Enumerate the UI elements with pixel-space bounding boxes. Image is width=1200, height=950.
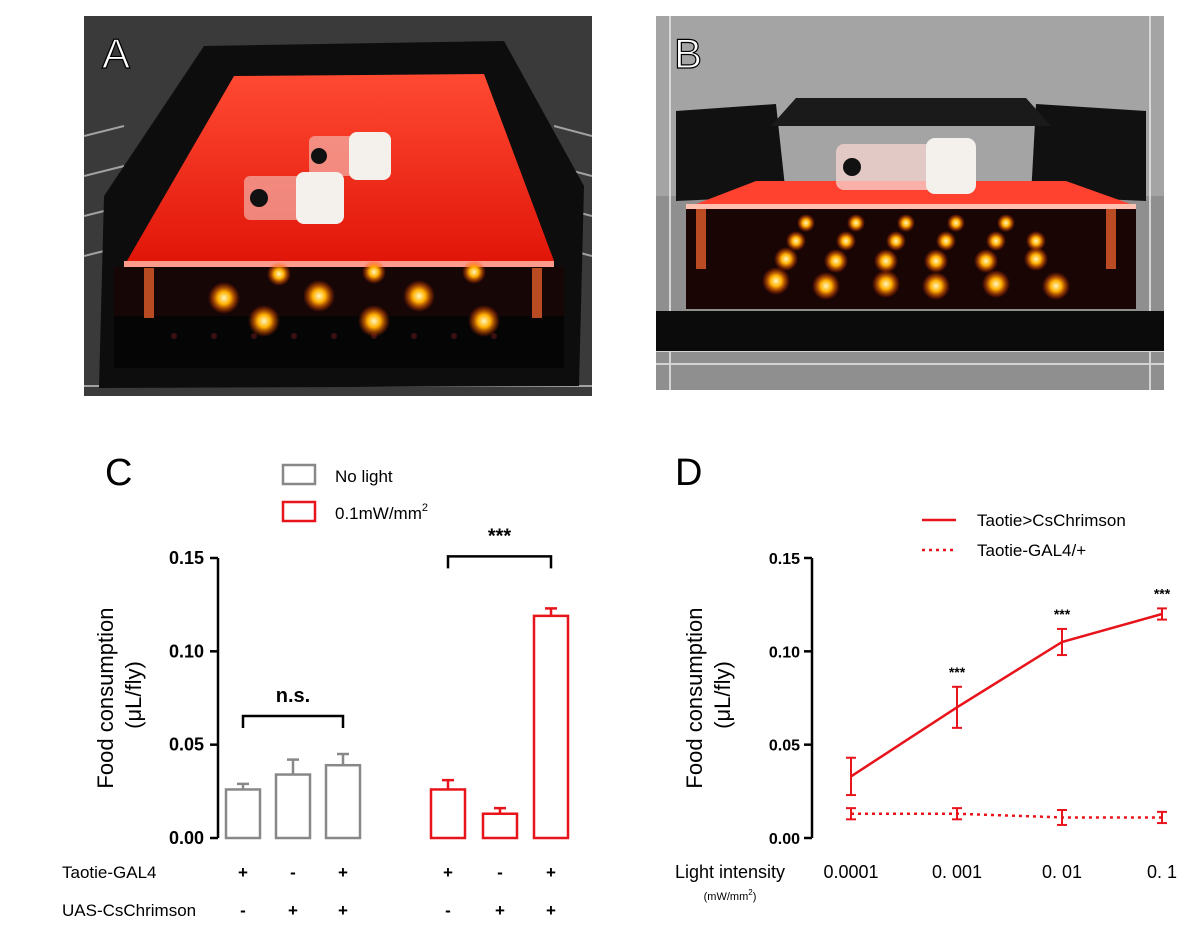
- photo-b: B: [656, 16, 1164, 390]
- bar: [481, 812, 519, 840]
- chart-d-x-label-unit-sup: 2: [748, 888, 753, 897]
- chart-d-y-axis: 0.00 0.05 0.10 0.15: [769, 551, 814, 848]
- genotype-sign: +: [546, 901, 556, 920]
- significance-label: ***: [949, 664, 966, 680]
- chart-c-genotype-table: Taotie-GAL4 + - + + - + UAS-CsChrimson - + + - + +: [62, 863, 556, 920]
- photo-a: A: [84, 16, 592, 396]
- y-tick-label: 0.05: [169, 735, 204, 755]
- panel-label-c: C: [105, 452, 132, 494]
- legend-swatch: [281, 463, 317, 486]
- x-tick-label: 0. 001: [932, 862, 982, 882]
- genotype-sign: +: [443, 863, 453, 882]
- bar: [224, 788, 262, 840]
- chart-d-x-axis: 0.0001 0. 001 0. 01 0. 1: [823, 862, 1177, 882]
- x-tick-label: 0. 1: [1147, 862, 1177, 882]
- genotype-sign: -: [445, 901, 451, 920]
- series-line-control: [851, 812, 1162, 819]
- series-line-main: [850, 612, 1163, 778]
- chart-d-y-label-line2: (μL/fly): [710, 661, 735, 729]
- legend-label: Taotie>CsChrimson: [977, 511, 1126, 530]
- chart-c: C No light 0.1mW/mm2 0.00 0.05 0.10 0.15 Foo…: [62, 452, 570, 920]
- y-tick-label: 0.05: [769, 738, 800, 755]
- significance-bracket: [241, 714, 345, 728]
- chart-d-legend: Taotie>CsChrimson Taotie-GAL4/+: [922, 511, 1126, 560]
- legend-label: Taotie-GAL4/+: [977, 541, 1086, 560]
- chart-c-legend: No light 0.1mW/mm2: [281, 463, 428, 523]
- legend-label: 0.1mW/mm2: [335, 502, 428, 523]
- x-tick-label: 0.0001: [823, 862, 878, 882]
- genotype-row-label: Taotie-GAL4: [62, 863, 157, 882]
- legend-label-text: No light: [335, 467, 393, 486]
- genotype-sign: -: [290, 863, 296, 882]
- genotype-row-label: UAS-CsChrimson: [62, 901, 196, 920]
- significance-bracket: [446, 555, 553, 569]
- x-tick-label: 0. 01: [1042, 862, 1082, 882]
- chart-d-x-label-unit-close: ): [753, 891, 757, 903]
- genotype-sign: +: [238, 863, 248, 882]
- bar: [429, 788, 467, 840]
- chart-d-x-label: Light intensity: [675, 862, 785, 882]
- genotype-sign: -: [497, 863, 503, 882]
- chart-c-y-label-line2: (μL/fly): [121, 661, 146, 729]
- chart-d-x-label-unit-main: (mW/mm: [704, 891, 749, 903]
- legend-label-sup: 2: [422, 502, 428, 514]
- bar: [532, 614, 570, 840]
- chart-d-series: *** *** ***: [846, 585, 1171, 826]
- y-tick-label: 0.00: [169, 828, 204, 848]
- chart-c-significance: n.s. ***: [241, 525, 553, 728]
- photo-a-illustration: A: [84, 16, 592, 396]
- genotype-sign: +: [495, 901, 505, 920]
- chart-c-y-label: Food consumption (μL/fly): [93, 601, 146, 788]
- genotype-sign: -: [240, 901, 246, 920]
- legend-swatch: [281, 500, 317, 523]
- legend-label: No light: [335, 467, 393, 486]
- y-tick-label: 0.00: [769, 831, 800, 848]
- bar: [324, 763, 362, 840]
- significance-label: ***: [1054, 606, 1071, 622]
- y-tick-label: 0.10: [169, 641, 204, 661]
- genotype-sign: +: [338, 863, 348, 882]
- chart-c-y-axis: 0.00 0.05 0.10 0.15: [169, 548, 220, 848]
- bar: [274, 773, 312, 840]
- significance-label: n.s.: [276, 685, 310, 707]
- y-tick-label: 0.15: [769, 551, 800, 568]
- chart-d-x-label-unit: (mW/mm2): [704, 888, 757, 903]
- panel-label-d: D: [675, 452, 702, 494]
- y-tick-label: 0.10: [769, 644, 800, 661]
- genotype-sign: +: [288, 901, 298, 920]
- genotype-sign: +: [546, 863, 556, 882]
- panel-label-b: B: [674, 30, 702, 77]
- photo-b-illustration: B: [656, 16, 1164, 390]
- panel-label-a: A: [102, 30, 130, 77]
- chart-d-y-label: Food consumption (μL/fly): [682, 601, 735, 788]
- y-tick-label: 0.15: [169, 548, 204, 568]
- genotype-sign: +: [338, 901, 348, 920]
- legend-label-text: 0.1mW/mm: [335, 504, 422, 523]
- significance-label: ***: [1154, 585, 1171, 601]
- chart-d-y-label-line1: Food consumption: [682, 608, 707, 789]
- significance-label: ***: [488, 525, 512, 547]
- chart-c-y-label-line1: Food consumption: [93, 608, 118, 789]
- chart-c-bars: [224, 607, 570, 840]
